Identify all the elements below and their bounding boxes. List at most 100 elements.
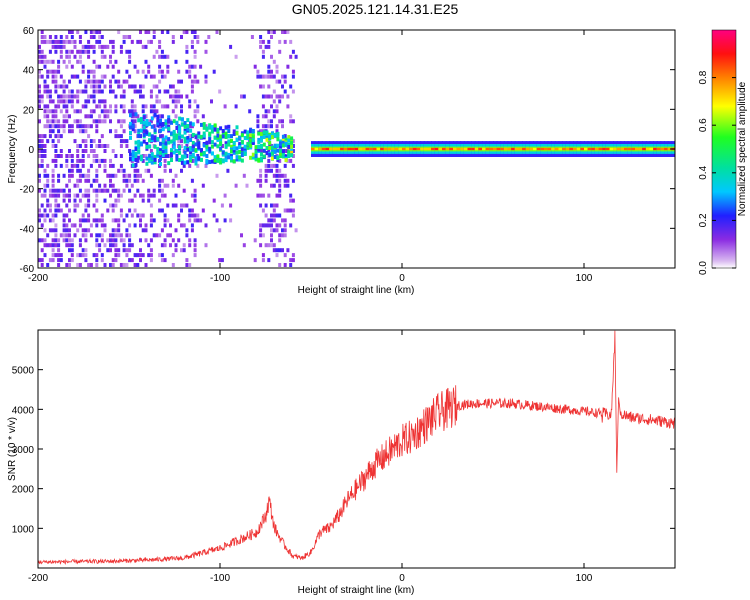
spectrogram-cell [43, 154, 47, 158]
spectrogram-cell [68, 173, 71, 178]
spectrogram-cell [273, 143, 277, 148]
spectrogram-cell [264, 203, 268, 208]
spectrogram-cell [160, 243, 164, 248]
spectrogram-cell [119, 193, 123, 198]
spectrogram-cell [51, 79, 55, 84]
spectrogram-cell [177, 213, 181, 218]
spectrogram-cell [153, 112, 157, 117]
spectrogram-cell [130, 84, 134, 89]
colorbar-ticks: 0.00.20.40.60.8 [698, 70, 736, 275]
spectrogram-cell [117, 119, 121, 124]
spectrogram-cell [311, 147, 316, 151]
spectrogram-cell [95, 64, 99, 69]
spectrogram-cell [78, 263, 82, 267]
spectrogram-cell [73, 208, 77, 213]
spectrogram-cell [253, 258, 257, 263]
spectrogram-cell [281, 30, 284, 34]
spectrogram-cell [270, 104, 273, 109]
spectrogram-cell [449, 147, 454, 151]
spectrogram-cell [92, 44, 96, 49]
spectrogram-cell [150, 152, 154, 157]
spectrogram-cell [193, 238, 197, 243]
spectrogram-cell [89, 223, 93, 228]
spectrogram-cell [276, 156, 280, 160]
spectrogram-cell [119, 139, 123, 144]
spectrogram-cell [362, 147, 367, 151]
spectrogram-cell [229, 203, 233, 208]
spectrogram-cell [153, 135, 157, 140]
spectrogram-cell [188, 238, 192, 243]
spectrogram-cell [149, 253, 153, 258]
spectrogram-cell [160, 104, 164, 109]
spectrogram-cell [122, 188, 126, 193]
spectrogram-cell [243, 149, 247, 154]
spectrogram-cell [103, 104, 107, 109]
spectrogram-cell [144, 223, 148, 228]
spectrogram-cell [200, 122, 203, 127]
spectrogram-cell [431, 147, 436, 151]
spectrogram-cell [65, 49, 69, 54]
spectrogram-cell [125, 79, 129, 84]
spectrogram-cell [152, 104, 156, 109]
spectrogram-cell [81, 218, 85, 223]
spectrogram-cell [155, 94, 159, 99]
spectrogram-cell [159, 141, 162, 146]
spectrogram-cell [62, 84, 66, 89]
spectrogram-cell [180, 117, 184, 122]
spectrogram-cell [204, 49, 208, 54]
spectrogram-cell [287, 138, 291, 143]
spectrogram-cell [161, 127, 165, 132]
spectrogram-cell [171, 35, 175, 39]
spectrogram-cell [92, 49, 96, 54]
spectrogram-cell [219, 141, 223, 146]
spectrogram-cell [474, 147, 480, 151]
spectrogram-cell [57, 188, 61, 193]
spectrogram-cell [57, 253, 61, 258]
spectrogram-cell [59, 253, 63, 258]
spectrogram-cell [150, 136, 154, 141]
spectrogram-cell [261, 74, 265, 79]
spectrogram-cell [261, 124, 265, 129]
spectrogram-cell [197, 145, 201, 150]
spectrogram-cell [70, 173, 74, 178]
spectrogram-cell [267, 39, 271, 44]
spectrogram-cell [188, 74, 192, 79]
spectrogram-cell [186, 160, 190, 165]
spectrogram-cell [84, 124, 88, 129]
spectrogram-cell [289, 258, 293, 263]
spectrogram-cell [271, 156, 274, 161]
spectrogram-cell [193, 74, 197, 79]
spectrogram-cell [119, 263, 123, 267]
spectrogram-cell [166, 218, 170, 223]
spectrogram-cell [290, 150, 294, 155]
spectrogram-cell [163, 104, 167, 109]
spectrogram-cell [57, 173, 61, 178]
x-tick-label: -100 [210, 573, 230, 584]
snr-plot-area [38, 330, 675, 565]
spectrogram-cell [177, 89, 181, 94]
spectrogram-cell [267, 168, 271, 173]
spectrogram-cell [664, 147, 669, 151]
spectrogram-cell [259, 178, 263, 183]
spectrogram-cell [92, 84, 96, 89]
spectrogram-cell [54, 208, 58, 213]
spectrogram-cell [245, 183, 249, 188]
spectrogram-cell [70, 168, 74, 173]
spectrogram-cell [54, 69, 58, 74]
spectrogram-cell [40, 134, 44, 139]
spectrogram-cell [174, 89, 178, 94]
spectrogram-cell [59, 208, 63, 213]
spectrogram-cell [387, 147, 392, 151]
spectrogram-cell [152, 84, 156, 89]
spectrogram-cell [95, 263, 99, 267]
spectrogram-cell [158, 99, 162, 104]
spectrogram-cell [133, 64, 137, 69]
spectrogram-cell [235, 131, 239, 136]
spectrogram-cell [46, 233, 50, 238]
spectrogram-cell [89, 114, 93, 119]
spectrogram-cell [125, 49, 129, 54]
spectrogram-cell [114, 129, 118, 134]
spectrogram-cell [131, 163, 135, 168]
spectrogram-cell [148, 132, 152, 137]
spectrogram-cell [261, 39, 265, 44]
